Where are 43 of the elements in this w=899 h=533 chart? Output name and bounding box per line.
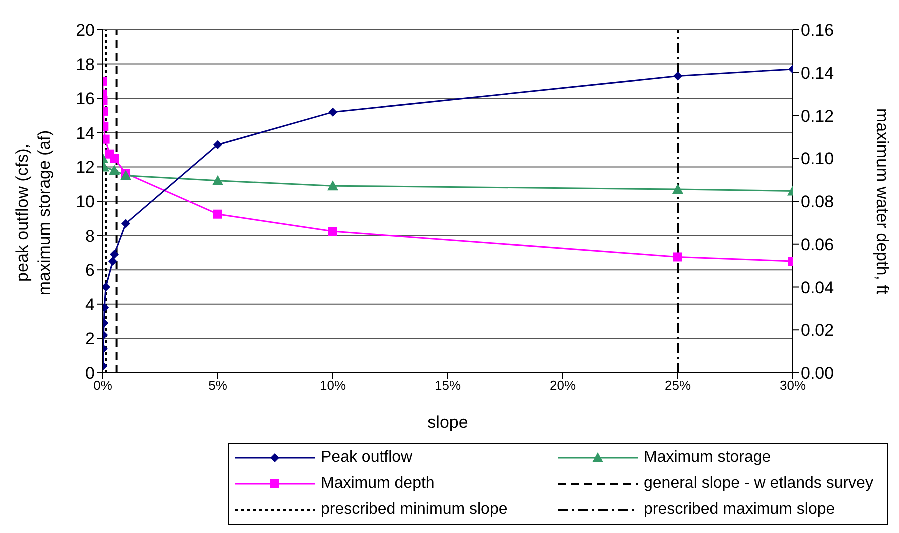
y2-tick-label: 0.08	[801, 192, 834, 212]
point	[103, 282, 110, 292]
x-tick-label: 5%	[208, 378, 228, 394]
y2-tick-label: 0.16	[801, 21, 834, 40]
y-tick-label: 20	[76, 21, 95, 40]
point	[214, 140, 222, 150]
legend-label: Maximum depth	[321, 475, 435, 493]
y-tick-label: 14	[76, 124, 95, 143]
y-tick-label: 8	[86, 226, 95, 246]
x-tick-label: 10%	[320, 378, 346, 394]
x-axis-title: slope	[428, 413, 468, 432]
legend-label: general slope - w etlands survey	[644, 475, 874, 493]
point	[109, 165, 120, 176]
y2-tick-label: 0.10	[801, 150, 834, 169]
y-tick-label: 6	[86, 261, 95, 280]
x-tick-label: 30%	[780, 378, 806, 394]
legend-label: Peak outflow	[321, 449, 413, 467]
y-tick-label: 10	[76, 192, 95, 212]
point	[212, 175, 224, 186]
y-tick-label: 4	[86, 295, 95, 314]
point	[328, 108, 338, 117]
x-tick-label: 25%	[664, 378, 692, 394]
legend-label: prescribed maximum slope	[644, 501, 836, 519]
y-tick-label: 12	[76, 158, 95, 178]
point	[122, 219, 130, 228]
y2-tick-label: 0.02	[801, 321, 834, 340]
legend-label: prescribed minimum slope	[321, 501, 508, 519]
y2-tick-label: 0.04	[801, 278, 834, 298]
y-tick-label: 2	[86, 330, 95, 349]
point	[328, 180, 338, 191]
y2-tick-label: 0.06	[801, 235, 834, 254]
y2-tick-label: 0.14	[801, 64, 834, 83]
x-tick-label: 15%	[434, 378, 462, 394]
y-tick-label: 16	[76, 90, 95, 109]
y-axis-title: peak outflow (cfs), maximum storage (af)	[13, 130, 54, 296]
legend-label: Maximum storage	[644, 449, 772, 467]
x-tick-label: 0%	[94, 378, 113, 394]
y-tick-label: 0	[86, 364, 95, 384]
point	[110, 250, 119, 260]
y2-tick-label: 0.12	[801, 106, 834, 126]
x-tick-label: 20%	[550, 378, 576, 394]
y-tick-label: 18	[76, 55, 95, 74]
y2-axis-title: maximum water depth, ft	[872, 108, 892, 295]
